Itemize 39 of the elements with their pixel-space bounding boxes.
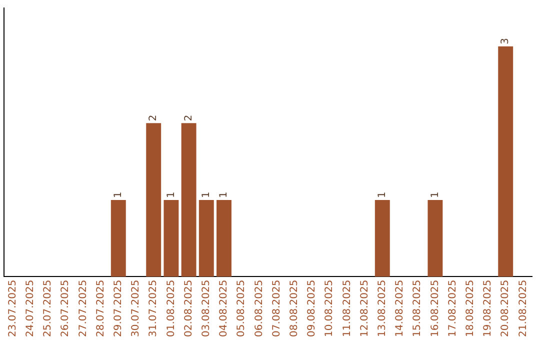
x-tick-label: 13.08.2025 xyxy=(376,280,388,338)
x-tick-label: 19.08.2025 xyxy=(482,280,494,338)
data-label: 2 xyxy=(148,114,160,122)
x-tick-label: 17.08.2025 xyxy=(447,280,458,338)
x-tick-label: 20.08.2025 xyxy=(500,280,512,338)
x-tick-label: 08.08.2025 xyxy=(288,280,300,338)
x-tick-label: 04.08.2025 xyxy=(218,280,230,338)
x-tick-label: 30.07.2025 xyxy=(130,280,142,338)
x-tick-label: 23.07.2025 xyxy=(7,280,18,338)
data-label: 1 xyxy=(376,192,388,198)
data-label: 1 xyxy=(166,192,177,198)
x-tick-label: 10.08.2025 xyxy=(324,280,336,338)
x-tick-label: 12.08.2025 xyxy=(359,280,370,338)
x-tick-label: 21.08.2025 xyxy=(518,280,529,338)
x-tick-label: 02.08.2025 xyxy=(183,280,194,338)
x-tick-label: 29.07.2025 xyxy=(112,280,124,338)
x-tick-label: 09.08.2025 xyxy=(306,280,318,338)
x-tick-label: 03.08.2025 xyxy=(200,280,212,338)
x-tick-label: 07.08.2025 xyxy=(271,280,282,338)
x-tick-label: 16.08.2025 xyxy=(430,280,441,338)
data-label: 1 xyxy=(430,192,441,198)
x-tick-label: 26.07.2025 xyxy=(60,280,72,338)
x-tick-label: 18.08.2025 xyxy=(464,280,476,338)
x-tick-label: 14.08.2025 xyxy=(394,280,406,338)
x-tick-label: 11.08.2025 xyxy=(342,280,353,338)
x-tick-label: 01.08.2025 xyxy=(166,280,177,338)
x-tick-label: 06.08.2025 xyxy=(254,280,265,338)
data-label: 1 xyxy=(200,192,212,198)
x-tick-label: 24.07.2025 xyxy=(24,280,36,338)
x-tick-label: 27.07.2025 xyxy=(78,280,89,338)
x-tick-label: 05.08.2025 xyxy=(236,280,248,338)
x-tick-label: 15.08.2025 xyxy=(412,280,424,338)
data-label: 1 xyxy=(112,192,124,198)
x-tick-label: 28.07.2025 xyxy=(95,280,106,338)
data-label: 1 xyxy=(218,192,230,198)
x-tick-label: 25.07.2025 xyxy=(42,280,54,338)
data-label: 2 xyxy=(183,114,194,122)
x-tick-label: 31.07.2025 xyxy=(148,280,160,338)
data-label: 3 xyxy=(500,38,512,44)
